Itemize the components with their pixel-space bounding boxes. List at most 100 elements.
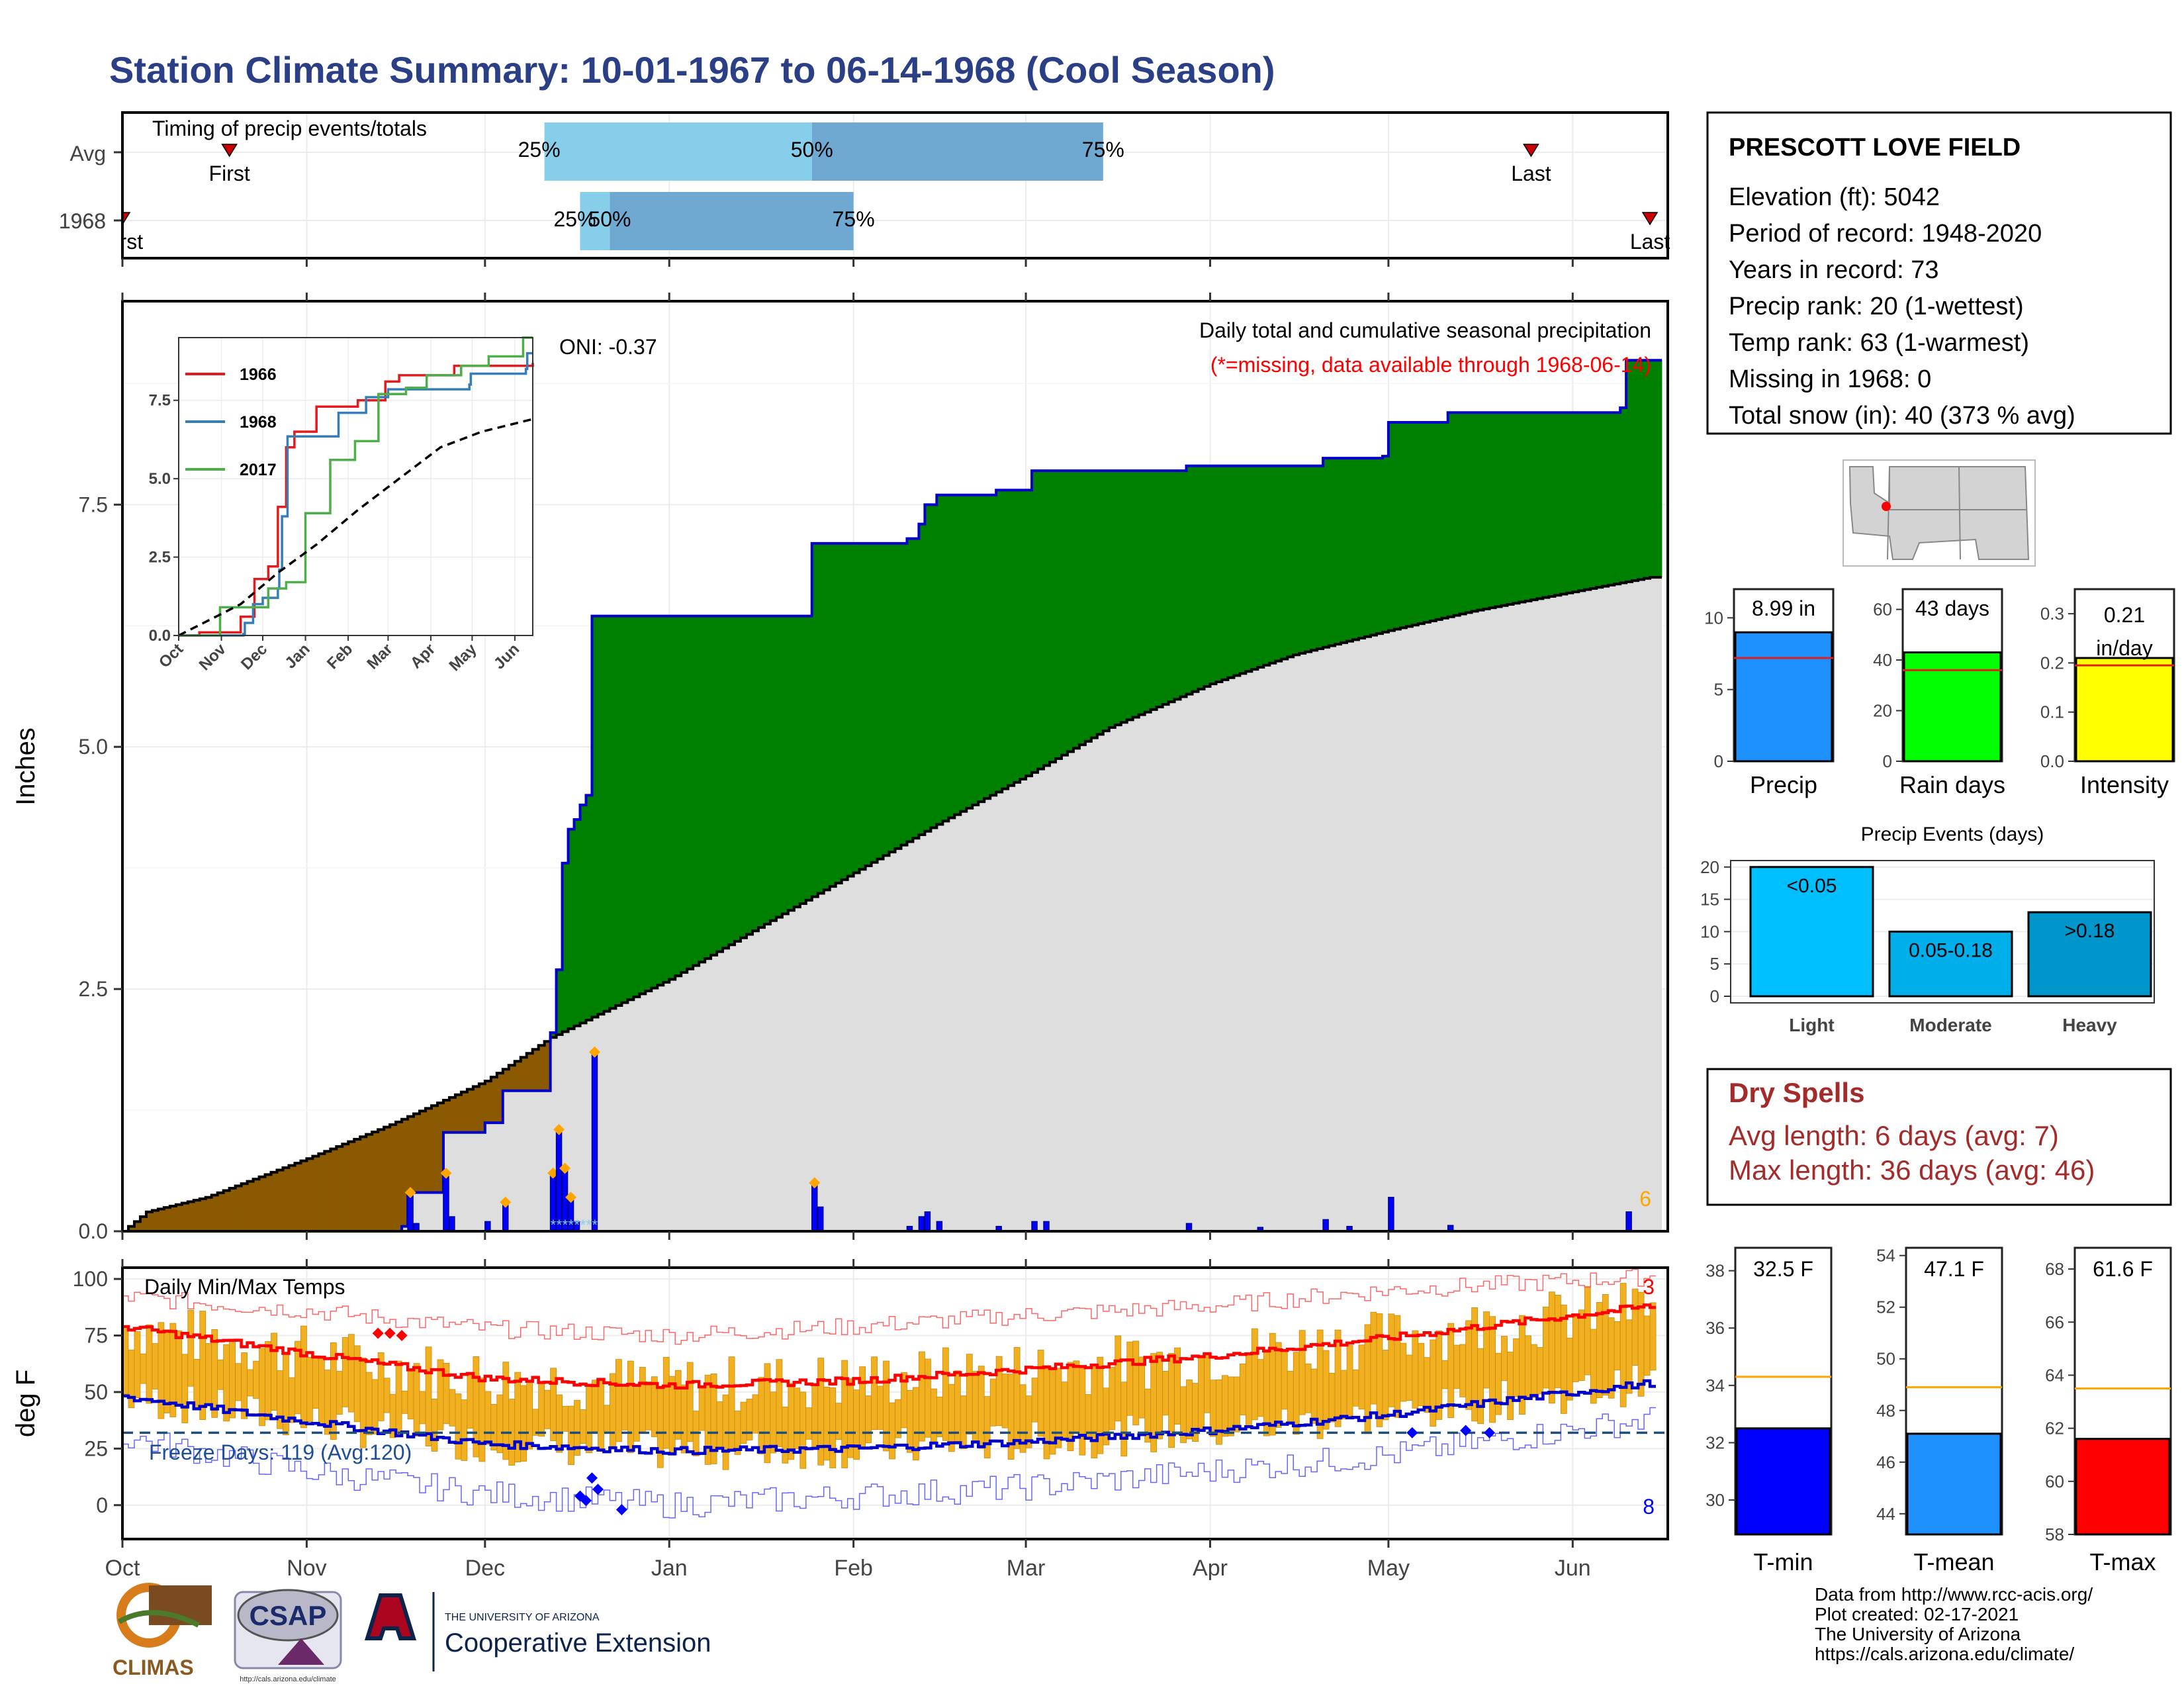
daily-temp-bar <box>455 1393 462 1460</box>
timing-marker-icon <box>1641 212 1659 226</box>
avg-max-line <box>122 1303 1657 1389</box>
temp-ytick-label: 100 <box>73 1267 108 1291</box>
summary-value-label: 0.21 <box>2104 603 2145 627</box>
record-low-marker-icon <box>592 1483 604 1495</box>
snow-marker-icon <box>559 1162 571 1174</box>
record-high-marker-icon <box>372 1327 384 1339</box>
daily-temp-bar <box>1304 1363 1312 1413</box>
daily-temp-bar <box>1537 1347 1543 1395</box>
inset-legend-label: 2017 <box>240 461 277 479</box>
daily-temp-bar <box>1198 1356 1205 1430</box>
daily-temp-bar <box>556 1394 563 1453</box>
temp-summary-bar-0 <box>1735 1427 1831 1536</box>
dry-spells-max: Max length: 36 days (avg: 46) <box>1729 1154 2095 1186</box>
summary-tick-label: 0.1 <box>2040 702 2064 722</box>
daily-temp-bar <box>580 1409 586 1444</box>
daily-temp-bar <box>1055 1368 1062 1448</box>
oni-label: ONI: -0.37 <box>559 335 657 359</box>
daily-temp-bar <box>1132 1340 1140 1426</box>
events-tick-label: 15 <box>1700 890 1719 910</box>
events-category-label: Light <box>1789 1015 1834 1035</box>
daily-temp-bar <box>229 1339 236 1419</box>
events-bar-label: 0.05-0.18 <box>1909 939 1993 961</box>
daily-temp-bar <box>746 1399 753 1440</box>
daily-precip-bar <box>1625 1211 1632 1232</box>
temp-summary-tick-label: 64 <box>2045 1365 2064 1385</box>
station-marker-icon <box>1882 502 1891 511</box>
events-title: Precip Events (days) <box>1861 823 2044 845</box>
record-high-marker-icon <box>396 1330 408 1341</box>
record-low-line <box>122 1407 1657 1519</box>
summary-bar-0 <box>1734 631 1833 763</box>
station-info-box: PRESCOTT LOVE FIELD Elevation (ft): 5042… <box>1706 111 2172 435</box>
timing-bar-q50-q75 <box>811 122 1103 181</box>
daily-temp-bar <box>1138 1356 1146 1419</box>
daily-temp-bar <box>253 1360 259 1399</box>
month-tick-label: Feb <box>834 1556 873 1581</box>
daily-precip-bar <box>591 1051 598 1232</box>
month-tick-label: Dec <box>465 1556 505 1581</box>
daily-precip-bar <box>936 1221 943 1232</box>
daily-temp-bar <box>1554 1295 1561 1388</box>
daily-temp-bar <box>413 1363 420 1437</box>
ua-bottom-text: Cooperative Extension <box>445 1628 711 1658</box>
daily-temp-bar <box>1649 1302 1657 1371</box>
daily-temp-bar <box>532 1409 539 1436</box>
daily-temp-bar <box>467 1373 474 1429</box>
daily-temp-bar <box>1037 1350 1044 1437</box>
daily-temp-bar <box>1465 1320 1473 1410</box>
page-title: Station Climate Summary: 10-01-1967 to 0… <box>109 49 1275 91</box>
summary-tick-label: 20 <box>1873 701 1892 721</box>
summary-tick-label: 60 <box>1873 600 1892 620</box>
temp-summary-tick-label: 36 <box>1706 1318 1725 1338</box>
month-tick-label: Jan <box>651 1556 688 1581</box>
inset-ytick-label: 7.5 <box>149 392 171 410</box>
temp-label: Daily Min/Max Temps <box>144 1275 345 1299</box>
month-tick-label: May <box>1367 1556 1410 1581</box>
daily-temp-bar <box>782 1406 789 1464</box>
daily-temp-bar <box>657 1387 664 1468</box>
daily-temp-bar <box>235 1363 242 1401</box>
missing-marker-icon: * <box>586 1217 592 1233</box>
precip-events-panel: Precip Events (days) 0 5 10 15 20 <0.05 Light 0… <box>1700 823 2155 1035</box>
daily-temp-bar <box>598 1380 604 1452</box>
daily-temp-bar <box>978 1366 985 1449</box>
temp-summary-tick-label: 50 <box>1876 1349 1895 1369</box>
daily-precip-bar <box>449 1216 455 1232</box>
daily-temp-bar <box>526 1381 533 1450</box>
daily-temp-bar <box>1358 1344 1365 1410</box>
timing-label: Timing of precip events/totals <box>152 117 427 140</box>
daily-temp-bar <box>639 1367 646 1433</box>
daily-temp-bar <box>788 1383 795 1460</box>
daily-temp-bar <box>265 1341 271 1421</box>
timing-row-1968-label: 1968 <box>59 209 106 233</box>
daily-temp-bar <box>1578 1309 1585 1382</box>
daily-temp-bar <box>1370 1311 1377 1405</box>
daily-temp-bar <box>300 1325 307 1429</box>
timing-q25-label: 25% <box>553 207 596 231</box>
temp-summary-value-label: 47.1 F <box>1924 1257 1984 1281</box>
daily-temp-bar <box>1572 1315 1579 1382</box>
temp-ytick-label: 75 <box>84 1324 108 1348</box>
temp-summary-bar-label: T-min <box>1754 1548 1813 1575</box>
daily-temp-bar <box>1061 1382 1068 1439</box>
daily-temp-bar <box>247 1369 253 1397</box>
snow-marker-icon <box>809 1177 821 1189</box>
inset-series-1966 <box>179 362 534 637</box>
temp-summary-bar-1 <box>1906 1432 2002 1536</box>
missing-note: (*=missing, data available through 1968-… <box>1210 353 1651 377</box>
daily-temp-bar <box>312 1358 319 1409</box>
daily-temp-bar <box>633 1383 640 1442</box>
missing-marker-icon: * <box>557 1217 563 1233</box>
missing-marker-icon: * <box>569 1217 574 1233</box>
daily-temp-bar <box>1483 1311 1490 1389</box>
temp-summary-tick-label: 32 <box>1706 1432 1725 1452</box>
events-tick-label: 0 <box>1710 986 1719 1006</box>
daily-temp-bar <box>140 1353 147 1384</box>
daily-temp-bar <box>205 1343 212 1407</box>
daily-precip-bar <box>555 1129 563 1232</box>
daily-temp-bar <box>1477 1348 1484 1425</box>
temp-ytick-label: 50 <box>84 1380 108 1404</box>
daily-precip-bar <box>407 1192 414 1232</box>
daily-temp-bar <box>1352 1369 1359 1407</box>
